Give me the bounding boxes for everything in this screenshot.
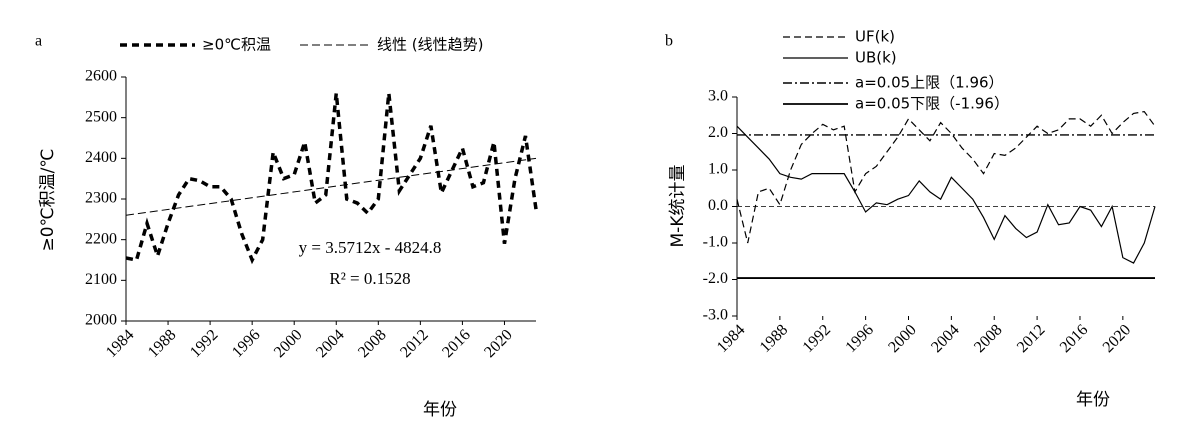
legend-label: UF(k)	[855, 28, 895, 46]
x-tick-label: 2000	[885, 321, 920, 356]
y-tick-label: -1.0	[703, 234, 728, 251]
y-tick-label: 3.0	[708, 88, 728, 105]
legend-label: UB(k)	[855, 49, 897, 67]
y-axis-label: M-K统计量	[668, 165, 688, 248]
x-tick-label: 2012	[397, 326, 432, 361]
y-tick-label: -3.0	[703, 307, 728, 324]
x-axis-label: 年份	[423, 400, 457, 420]
panel-label: a	[35, 33, 42, 50]
y-tick-label: 2300	[85, 190, 117, 207]
x-tick-label: 1996	[842, 321, 877, 356]
legend-label: 线性 (线性趋势)	[377, 36, 483, 54]
x-tick-label: 2004	[928, 321, 963, 356]
x-tick-label: 2016	[1057, 321, 1092, 356]
legend-label: a=0.05下限（-1.96）	[855, 95, 1009, 113]
legend-label: a=0.05上限（1.96）	[855, 74, 1004, 92]
x-tick-label: 1992	[187, 326, 222, 361]
annotation: R² = 0.1528	[329, 269, 410, 288]
y-tick-label: 2.0	[708, 124, 728, 141]
x-tick-label: 2020	[481, 326, 516, 361]
y-tick-label: 1.0	[708, 161, 728, 178]
annotation: y = 3.5712x - 4824.8	[299, 238, 442, 257]
y-tick-label: -2.0	[703, 270, 728, 287]
x-tick-label: 2008	[971, 321, 1006, 356]
x-tick-label: 2008	[355, 326, 390, 361]
series-line	[125, 157, 537, 216]
x-tick-label: 1988	[145, 326, 180, 361]
series-line	[736, 125, 1156, 264]
y-axis-label: ≥0℃积温/℃	[38, 149, 58, 252]
y-tick-label: 2000	[85, 312, 117, 329]
panel: b -3.0 -2.0 -1.0 0.0 1.0 2.0 3.0 1984 1988 1992 199…	[665, 28, 1156, 410]
series-line	[736, 110, 1156, 244]
y-tick-label: 2500	[85, 108, 117, 125]
x-tick-label: 2012	[1014, 321, 1049, 356]
y-tick-label: 0.0	[708, 197, 728, 214]
x-axis-label: 年份	[1076, 390, 1110, 410]
series-line	[125, 93, 538, 265]
y-tick-label: 2100	[85, 271, 117, 288]
x-tick-label: 2020	[1100, 321, 1135, 356]
x-tick-label: 1992	[800, 321, 835, 356]
x-tick-label: 1996	[229, 326, 264, 361]
x-tick-label: 1988	[757, 321, 792, 356]
y-tick-label: 2600	[85, 68, 117, 85]
y-tick-label: 2400	[85, 149, 117, 166]
x-tick-label: 1984	[103, 326, 138, 361]
x-tick-label: 1984	[714, 321, 749, 356]
x-tick-label: 2000	[271, 326, 306, 361]
x-tick-label: 2016	[439, 326, 474, 361]
legend-label: ≥0℃积温	[202, 36, 271, 54]
x-tick-label: 2004	[313, 326, 348, 361]
panel-label: b	[665, 33, 673, 50]
y-tick-label: 2200	[85, 230, 117, 247]
